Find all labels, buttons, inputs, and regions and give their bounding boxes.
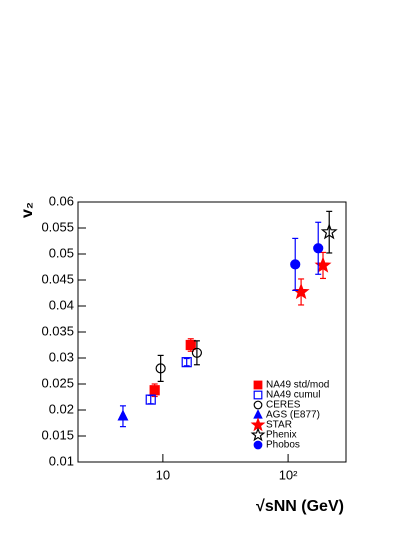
- y-tick-label: 0.04: [49, 297, 74, 312]
- y-tick-label: 0.01: [49, 453, 74, 468]
- x-tick-label: 10: [156, 467, 170, 482]
- x-tick-label: 10²: [279, 467, 298, 482]
- marker-square: [181, 357, 192, 368]
- legend-symbol: [250, 427, 266, 442]
- legend-text: AGS (E877): [266, 410, 320, 421]
- legend-text: Phenix: [266, 430, 297, 441]
- marker-square: [185, 339, 196, 351]
- y-tick-label: 0.035: [41, 323, 74, 338]
- legend-text: NA49 std/mod: [266, 380, 329, 391]
- y-tick-label: 0.02: [49, 401, 74, 416]
- marker-star: [320, 223, 338, 240]
- marker-triangle: [117, 409, 129, 421]
- legend-text: CERES: [266, 400, 301, 411]
- legend-symbol: [253, 440, 263, 450]
- plot-frame: [77, 201, 347, 463]
- legend-text: Phobos: [266, 440, 300, 451]
- y-tick-label: 0.03: [49, 349, 74, 364]
- marker-circle: [155, 363, 166, 374]
- legend-text: STAR: [266, 420, 292, 431]
- marker-square: [145, 394, 156, 405]
- legend-symbol: [253, 409, 263, 419]
- marker-star: [292, 283, 310, 300]
- legend-text: NA49 cumul: [266, 390, 320, 401]
- legend-symbol: [253, 390, 263, 400]
- legend-symbol: [253, 380, 263, 390]
- marker-circle: [290, 259, 301, 270]
- marker-circle: [313, 243, 324, 254]
- y-tick-label: 0.055: [41, 219, 74, 234]
- x-axis-label: √sNN (GeV): [256, 498, 344, 515]
- marker-circle: [191, 347, 203, 358]
- y-tick-label: 0.045: [41, 271, 74, 286]
- legend-symbol: [253, 400, 263, 410]
- y-tick-label: 0.025: [41, 375, 74, 390]
- marker-square: [149, 385, 160, 396]
- y-tick-label: 0.05: [49, 245, 74, 260]
- y-axis-label: v₂: [19, 202, 36, 218]
- y-tick-label: 0.06: [49, 193, 74, 208]
- y-tick-label: 0.015: [41, 427, 74, 442]
